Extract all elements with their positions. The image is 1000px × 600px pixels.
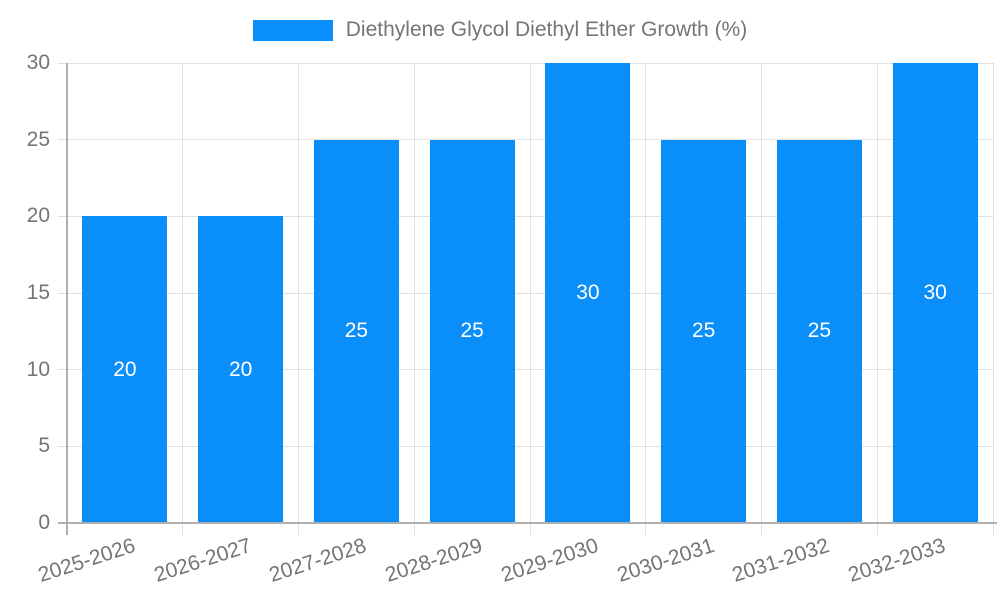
legend-label: Diethylene Glycol Diethyl Ether Growth (… [345,18,748,41]
x-axis-line [58,522,997,524]
bar[interactable] [661,139,747,523]
y-gridline [58,445,993,447]
y-axis-tick-label: 0 [38,511,50,534]
x-gridline [761,63,762,535]
bar[interactable] [892,63,978,523]
bar-value-label: 25 [344,319,369,343]
bar-value-label: 25 [691,319,716,343]
bar-value-label: 25 [807,319,832,343]
y-axis-tick-label: 15 [26,281,50,304]
x-gridline [529,63,531,535]
bar[interactable] [776,139,862,523]
bar[interactable] [313,139,399,523]
y-axis-line [66,63,68,535]
legend-item[interactable]: Diethylene Glycol Diethyl Ether Growth (… [252,17,748,43]
x-gridline [413,63,415,535]
x-gridline [876,63,878,535]
bar-value-label: 30 [576,281,600,304]
y-axis-tick-label: 5 [38,434,50,458]
bar[interactable] [429,139,515,523]
bar-value-label: 30 [923,281,947,304]
bar[interactable] [198,216,284,523]
y-gridline [58,215,993,217]
y-gridline [58,369,993,371]
bar[interactable] [82,216,168,523]
y-axis-tick-label: 30 [26,51,50,74]
x-gridline [992,63,994,535]
y-gridline [58,62,993,64]
x-gridline [298,63,299,535]
x-gridline [182,63,184,535]
legend: Diethylene Glycol Diethyl Ether Growth (… [0,17,1000,43]
x-gridline [645,63,647,535]
bar[interactable] [545,63,631,523]
y-gridline [58,139,993,141]
bar-value-label: 25 [460,319,484,343]
bar-value-label: 20 [228,357,253,381]
bar-value-label: 20 [113,357,137,381]
y-axis-tick-label: 10 [26,357,50,381]
y-gridline [58,292,993,294]
y-axis-tick-label: 20 [26,204,50,228]
y-axis-tick-label: 25 [26,127,50,151]
legend-swatch-icon [252,19,333,41]
